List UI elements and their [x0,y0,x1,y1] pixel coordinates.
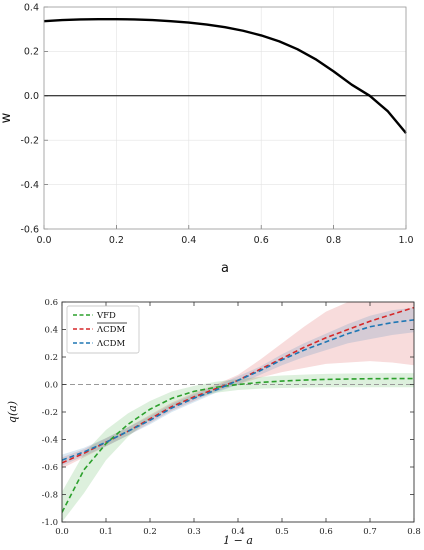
x-tick-label: 0.0 [55,527,69,537]
w-curve [43,18,407,134]
y-tick-label: -0.6 [20,224,39,235]
x-tick-label: 0.0 [36,235,51,246]
y-tick-label: 0.0 [44,381,58,391]
q-of-a-chart: 0.60.40.20.0-0.2-0.4-0.6-0.8-1.00.0 0.1 0.… [6,298,421,547]
x-tick-label: 1.0 [398,235,413,246]
y-axis-label: q(a) [6,401,19,423]
x-tick-label: 0.4 [181,235,196,246]
y-axis-label: w [0,112,14,123]
y-tick-label: -1.0 [42,518,58,528]
x-tick-label: 0.5 [275,527,289,537]
x-tick-label: 0.2 [143,527,157,537]
x-axis-label: a [221,261,229,276]
band-vfd [62,373,414,522]
y-tick-label: -0.8 [42,491,58,501]
y-tick-label: 0.6 [44,298,58,308]
plot-frame [61,301,415,523]
legend-label-lcdm-bar: ΛCDM [96,325,125,335]
x-tick-label: 0.2 [109,235,124,246]
legend: VFD ΛCDM ΛCDM [66,305,140,354]
x-tick-label: 0.8 [326,235,341,246]
y-tick-label: -0.4 [42,436,58,446]
y-tick-label: -0.2 [20,136,39,147]
band-lcdm [62,307,414,466]
y-tick-label: 0.4 [24,2,39,13]
y-tick-label: -0.2 [42,408,58,418]
legend-label-lcdm: ΛCDM [96,339,125,349]
x-tick-label: 0.7 [363,527,377,537]
y-tick-label: 0.0 [24,91,39,102]
x-tick-label: 0.8 [407,527,421,537]
line-vfd [62,377,414,513]
x-axis-label: 1 − a [223,534,253,547]
y-tick-label: -0.6 [42,463,58,473]
band-lcdm-bar [62,302,414,469]
x-tick-label: 0.6 [319,527,333,537]
y-tick-label: 0.2 [24,47,39,58]
x-tick-label: 0.4 [231,527,245,537]
y-tick-label: 0.2 [44,353,58,363]
y-tick-label: -0.4 [20,180,39,191]
w-of-a-chart: 0.40.20.0-0.2-0.4-0.60.0 0.2 0.4 0.6 0.8 1.0 … [0,2,414,276]
x-tick-label: 0.3 [187,527,201,537]
x-tick-label: 0.1 [99,527,113,537]
legend-box [66,305,140,354]
line-lcdm [62,319,414,461]
y-tick-label: 0.4 [44,326,58,336]
plot-frame [43,6,407,230]
x-tick-label: 0.6 [254,235,269,246]
legend-label-vfd: VFD [96,311,116,321]
